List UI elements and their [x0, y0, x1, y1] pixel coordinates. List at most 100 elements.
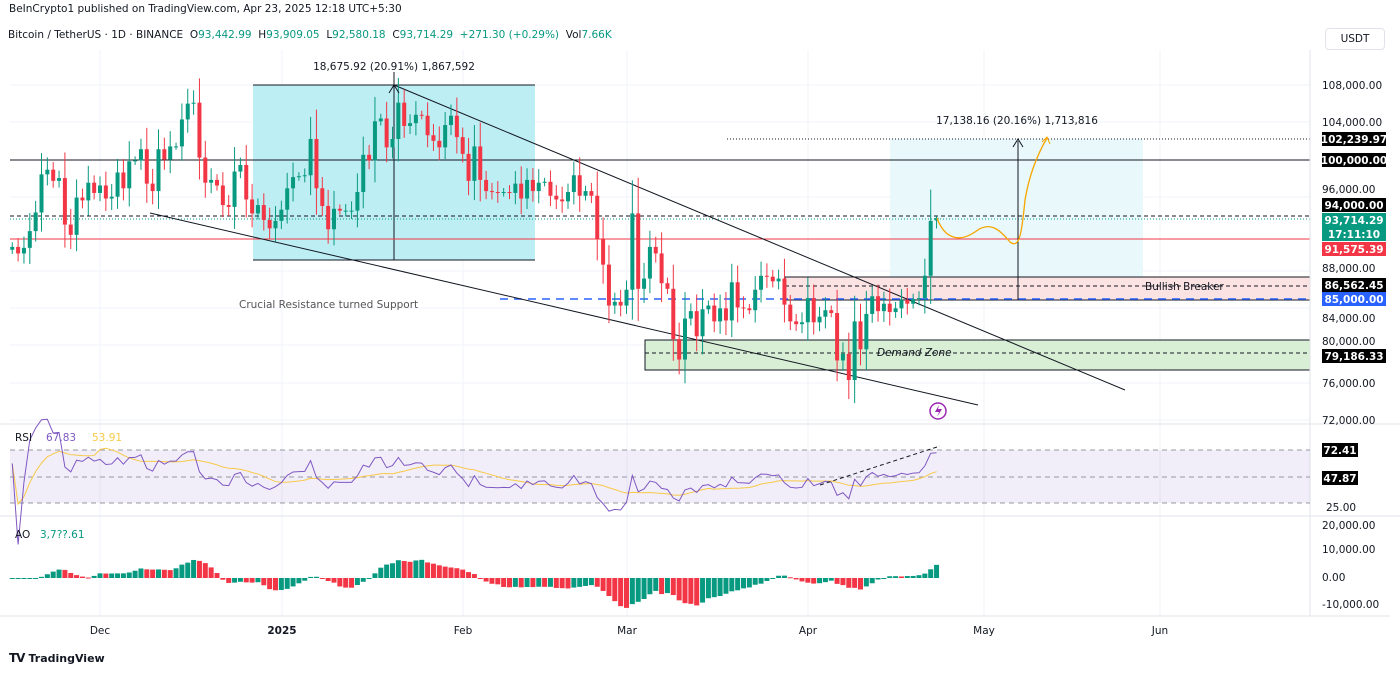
candle-body — [817, 316, 822, 323]
candle-body — [314, 138, 319, 189]
candle-body — [408, 123, 413, 126]
candle-body — [870, 296, 875, 314]
price-chart[interactable]: 18,675.92 (20.91%) 1,867,592 17,138.16 (… — [0, 0, 1400, 645]
lower-trendline[interactable] — [149, 212, 979, 406]
candle-body — [355, 192, 360, 211]
demand-zone[interactable] — [644, 339, 1311, 371]
candle — [466, 137, 471, 196]
candle — [472, 125, 477, 201]
candle-body — [191, 102, 196, 104]
ao-bar — [132, 570, 138, 578]
candle — [513, 171, 518, 205]
ao-bar — [852, 578, 858, 588]
upper-trendline[interactable] — [393, 84, 1126, 391]
ao-bar — [150, 569, 156, 578]
ao-bar — [887, 576, 893, 578]
candle-body — [291, 177, 296, 189]
ao-bar — [495, 578, 501, 585]
candle — [794, 313, 799, 331]
rsi-line — [11, 418, 937, 545]
candle-body — [688, 311, 693, 319]
candle-body — [361, 154, 366, 193]
candle — [852, 295, 857, 404]
candle — [642, 262, 647, 303]
candle-body — [121, 172, 126, 189]
price-tag-target: 102,239.97 — [1321, 134, 1387, 146]
ao-bar — [284, 578, 290, 589]
candle — [554, 185, 559, 210]
ao-bar — [278, 578, 284, 590]
ao-bar — [530, 578, 536, 588]
candle-body — [893, 308, 898, 313]
candle-body — [92, 182, 97, 193]
candle-body — [185, 103, 190, 120]
ao-bar — [910, 575, 916, 578]
ao-bar — [858, 578, 863, 590]
time-tick: May — [973, 625, 995, 637]
candle-body — [601, 238, 606, 265]
close-value: 93,714.29 — [399, 29, 454, 41]
candle-body — [279, 209, 284, 221]
candle — [478, 122, 483, 202]
candle — [220, 172, 225, 218]
rsi-tag-bg — [1322, 443, 1358, 457]
candle-body — [138, 149, 143, 161]
candle — [917, 291, 921, 306]
ao-bar — [893, 576, 899, 578]
ao-bar — [670, 578, 676, 596]
ao-bar — [267, 578, 273, 590]
ao-bar — [232, 578, 238, 583]
projection-path[interactable] — [936, 137, 1048, 245]
candle — [144, 127, 149, 203]
candle — [378, 113, 383, 126]
candle-body — [16, 246, 21, 254]
price-axis[interactable]: 108,000.00 104,000.00 96,000.00 88,000.00 84… — [1321, 80, 1387, 611]
bullish-breaker-zone[interactable] — [784, 276, 1311, 301]
time-axis[interactable]: Dec 2025 Feb Mar Apr May Jun — [90, 625, 1168, 637]
candle-body — [250, 199, 255, 214]
candle — [21, 236, 26, 264]
lightning-icon[interactable] — [929, 402, 947, 420]
candle-body — [197, 102, 202, 158]
candle — [80, 188, 85, 209]
candle-body — [577, 175, 582, 196]
candle-body — [57, 178, 62, 181]
candle — [495, 180, 500, 203]
ao-bar — [79, 576, 85, 578]
tradingview-logo[interactable]: TV TradingView — [9, 651, 105, 665]
ao-bar — [126, 572, 132, 578]
ao-tick: 10,000.00 — [1322, 544, 1375, 556]
candle — [928, 189, 933, 304]
ao-bar — [50, 571, 56, 578]
candle-body — [349, 210, 354, 212]
candle-body — [402, 102, 407, 126]
candle — [250, 183, 255, 228]
ao-bar — [202, 563, 208, 578]
currency-button[interactable]: USDT — [1325, 28, 1385, 50]
candle-body — [694, 311, 699, 337]
time-tick: Dec — [90, 625, 111, 637]
candle — [589, 182, 594, 204]
candle-body — [144, 149, 149, 184]
candle-body — [571, 175, 576, 193]
price-tag-level_94: 94,000.00 — [1324, 200, 1383, 212]
price-tag-bg — [1322, 242, 1386, 256]
rsi-divergence-arrow[interactable] — [819, 445, 941, 486]
candle — [876, 284, 881, 322]
right-measure-label: 17,138.16 (20.16%) 1,713,816 — [936, 115, 1098, 127]
ao-bar — [74, 575, 80, 578]
left-measure-label: 18,675.92 (20.91%) 1,867,592 — [313, 61, 475, 73]
symbol-name[interactable]: Bitcoin / TetherUS · 1D · BINANCE — [8, 29, 184, 41]
candle-body — [706, 305, 711, 310]
candle — [566, 183, 570, 209]
candle — [197, 78, 202, 180]
candle — [326, 189, 331, 244]
candle-body — [343, 210, 348, 212]
candle-body — [829, 310, 834, 313]
candle-body — [74, 197, 79, 235]
ao-bar — [647, 578, 653, 595]
ao-bar — [624, 578, 629, 608]
ao-bar — [928, 569, 934, 578]
candle — [870, 286, 875, 323]
candle-body — [653, 246, 658, 254]
